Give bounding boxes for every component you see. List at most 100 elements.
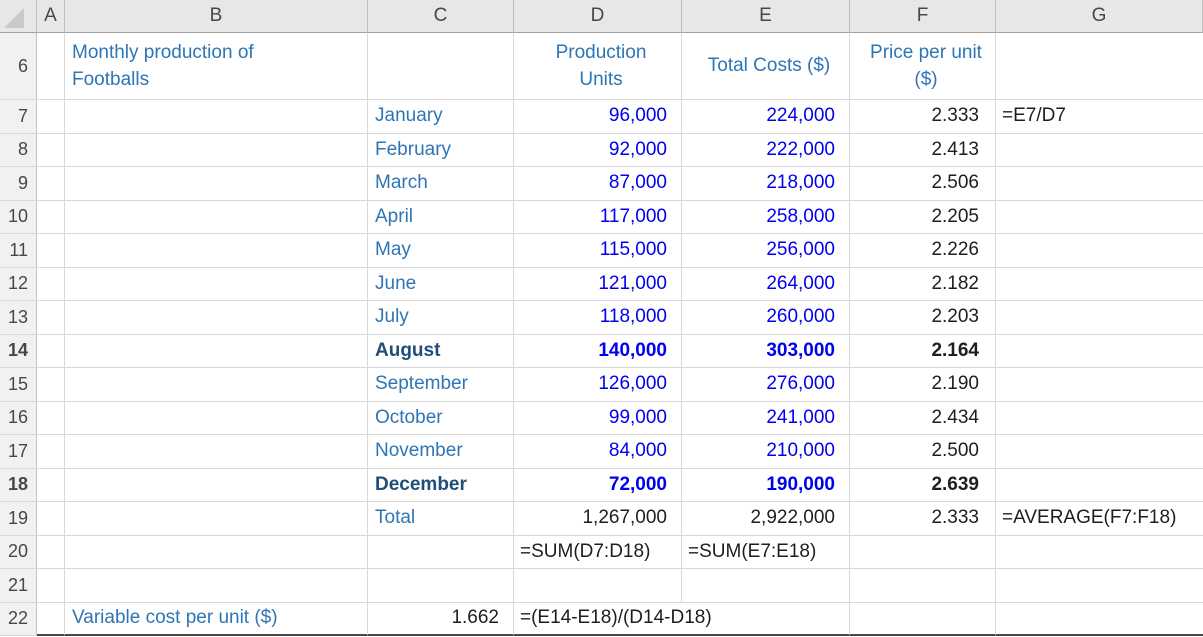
cell-F7-price[interactable]: 2.333 — [850, 100, 996, 134]
col-header-A[interactable]: A — [37, 0, 65, 33]
row-header-18[interactable]: 18 — [0, 468, 37, 502]
cell-B6-table-title[interactable]: Monthly production of Footballs — [65, 33, 368, 100]
cell-E15-costs[interactable]: 276,000 — [682, 368, 850, 402]
cell-E16-costs[interactable]: 241,000 — [682, 401, 850, 435]
cell-C11-month[interactable]: May — [368, 234, 514, 268]
cell-B10[interactable] — [65, 200, 368, 234]
row-header-14[interactable]: 14 — [0, 334, 37, 368]
cell-E20-sum-formula[interactable]: =SUM(E7:E18) — [682, 535, 850, 569]
cell-F9-price[interactable]: 2.506 — [850, 167, 996, 201]
cell-D11-units[interactable]: 115,000 — [514, 234, 682, 268]
cell-B19[interactable] — [65, 502, 368, 536]
cell-C9-month[interactable]: March — [368, 167, 514, 201]
row-header-22[interactable]: 22 — [0, 602, 37, 636]
row-header-13[interactable]: 13 — [0, 301, 37, 335]
cell-B18[interactable] — [65, 468, 368, 502]
row-header-20[interactable]: 20 — [0, 535, 37, 569]
cell-D14-units[interactable]: 140,000 — [514, 334, 682, 368]
cell-B14[interactable] — [65, 334, 368, 368]
cell-D18-units[interactable]: 72,000 — [514, 468, 682, 502]
cell-G10[interactable] — [996, 201, 1203, 234]
cell-F13-price[interactable]: 2.203 — [850, 301, 996, 335]
cell-F8-price[interactable]: 2.413 — [850, 133, 996, 167]
cell-B12[interactable] — [65, 267, 368, 301]
cell-F6-price-header[interactable]: Price per unit ($) — [850, 33, 996, 100]
cell-B15[interactable] — [65, 368, 368, 402]
cell-F11-price[interactable]: 2.226 — [850, 234, 996, 268]
cell-G21[interactable] — [996, 569, 1203, 603]
cell-C22-variable-cost-value[interactable]: 1.662 — [368, 602, 514, 636]
cell-C15-month[interactable]: September — [368, 368, 514, 402]
cell-D10-units[interactable]: 117,000 — [514, 200, 682, 234]
cell-F19-avg-price[interactable]: 2.333 — [850, 502, 996, 536]
cell-G15[interactable] — [996, 368, 1203, 402]
cell-D21[interactable] — [514, 569, 682, 603]
cell-A10[interactable] — [37, 200, 65, 234]
cell-B7[interactable] — [65, 100, 368, 134]
cell-C16-month[interactable]: October — [368, 401, 514, 435]
row-header-12[interactable]: 12 — [0, 267, 37, 301]
cell-D16-units[interactable]: 99,000 — [514, 401, 682, 435]
cell-D7-units[interactable]: 96,000 — [514, 100, 682, 134]
cell-A21[interactable] — [37, 569, 65, 603]
cell-A7[interactable] — [37, 100, 65, 134]
cell-C7-month[interactable]: January — [368, 100, 514, 134]
cell-F18-price[interactable]: 2.639 — [850, 468, 996, 502]
cell-A9[interactable] — [37, 167, 65, 201]
cell-C19-total-label[interactable]: Total — [368, 502, 514, 536]
cell-E7-costs[interactable]: 224,000 — [682, 100, 850, 134]
cell-F17-price[interactable]: 2.500 — [850, 435, 996, 469]
cell-G7-formula[interactable]: =E7/D7 — [996, 100, 1203, 134]
cell-E8-costs[interactable]: 222,000 — [682, 133, 850, 167]
cell-D13-units[interactable]: 118,000 — [514, 301, 682, 335]
cell-D20-sum-formula[interactable]: =SUM(D7:D18) — [514, 535, 682, 569]
row-header-21[interactable]: 21 — [0, 569, 37, 603]
cell-A15[interactable] — [37, 368, 65, 402]
cell-A17[interactable] — [37, 435, 65, 469]
cell-B20[interactable] — [65, 535, 368, 569]
cell-C13-month[interactable]: July — [368, 301, 514, 335]
cell-A6[interactable] — [37, 33, 65, 100]
cell-G16[interactable] — [996, 402, 1203, 435]
row-header-8[interactable]: 8 — [0, 133, 37, 167]
cell-C18-month[interactable]: December — [368, 468, 514, 502]
cell-G17[interactable] — [996, 435, 1203, 469]
cell-E14-costs[interactable]: 303,000 — [682, 334, 850, 368]
cell-C21[interactable] — [368, 569, 514, 603]
cell-A22[interactable] — [37, 602, 65, 636]
cell-G19-formula[interactable]: =AVERAGE(F7:F18) — [996, 502, 1203, 536]
col-header-E[interactable]: E — [682, 0, 850, 33]
cell-C14-month[interactable]: August — [368, 334, 514, 368]
cell-E19-total-costs[interactable]: 2,922,000 — [682, 502, 850, 536]
cell-A11[interactable] — [37, 234, 65, 268]
cell-A12[interactable] — [37, 267, 65, 301]
cell-F16-price[interactable]: 2.434 — [850, 401, 996, 435]
row-header-19[interactable]: 19 — [0, 502, 37, 536]
select-all-button[interactable] — [0, 0, 37, 33]
row-header-9[interactable]: 9 — [0, 167, 37, 201]
cell-B17[interactable] — [65, 435, 368, 469]
cell-D17-units[interactable]: 84,000 — [514, 435, 682, 469]
cell-A14[interactable] — [37, 334, 65, 368]
cell-E11-costs[interactable]: 256,000 — [682, 234, 850, 268]
cell-D6-units-header[interactable]: Production Units — [514, 33, 682, 100]
cell-A19[interactable] — [37, 502, 65, 536]
cell-C10-month[interactable]: April — [368, 200, 514, 234]
cell-E21[interactable] — [682, 569, 850, 603]
cell-G14[interactable] — [996, 335, 1203, 368]
cell-E17-costs[interactable]: 210,000 — [682, 435, 850, 469]
cell-G8[interactable] — [996, 134, 1203, 167]
cell-C12-month[interactable]: June — [368, 267, 514, 301]
cell-G13[interactable] — [996, 301, 1203, 335]
cell-F20[interactable] — [850, 535, 996, 569]
cell-G20[interactable] — [996, 536, 1203, 569]
cell-B16[interactable] — [65, 401, 368, 435]
cell-E13-costs[interactable]: 260,000 — [682, 301, 850, 335]
cell-A16[interactable] — [37, 401, 65, 435]
cell-D12-units[interactable]: 121,000 — [514, 267, 682, 301]
col-header-D[interactable]: D — [514, 0, 682, 33]
col-header-G[interactable]: G — [996, 0, 1203, 33]
cell-E6-costs-header[interactable]: Total Costs ($) — [682, 33, 850, 100]
cell-E10-costs[interactable]: 258,000 — [682, 200, 850, 234]
cell-A18[interactable] — [37, 468, 65, 502]
